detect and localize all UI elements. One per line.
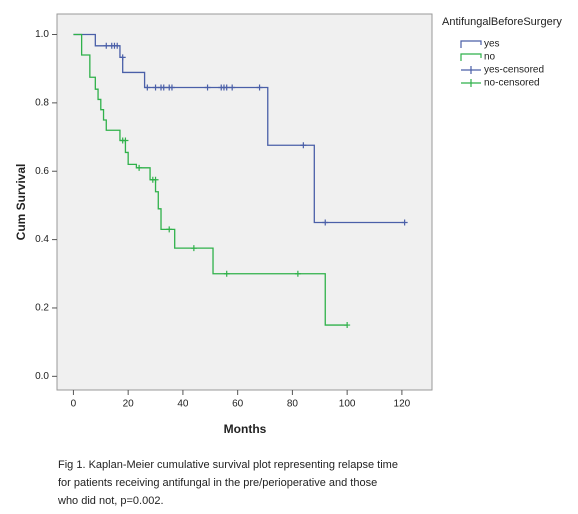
censor-mark (152, 176, 159, 183)
censor-mark (294, 270, 301, 277)
censor-mark (204, 84, 211, 91)
x-tick-label: 60 (232, 399, 244, 410)
x-tick-label: 20 (123, 399, 135, 410)
x-tick-label: 0 (71, 399, 77, 410)
censor-mark (190, 245, 197, 252)
censor-mark (119, 54, 126, 61)
censor-mark (300, 142, 307, 149)
survival-curve (73, 33, 348, 326)
y-tick-label: 0.4 (35, 234, 49, 245)
survival-curve (73, 33, 405, 224)
censor-mark (223, 270, 230, 277)
y-tick-label: 0.6 (35, 166, 49, 177)
censor-mark (114, 42, 121, 49)
y-axis-title: Cum Survival (14, 164, 28, 241)
censor-mark (136, 164, 143, 171)
legend-label: no-censored (484, 78, 540, 89)
legend-icon (461, 66, 481, 74)
censor-mark (166, 226, 173, 233)
censor-mark (229, 84, 236, 91)
censor-mark (168, 84, 175, 91)
caption: who did not, p=0.002. (57, 495, 164, 507)
legend-icon (460, 53, 482, 61)
legend-label: yes-censored (484, 65, 544, 76)
y-tick-label: 0.8 (35, 98, 49, 109)
censor-mark (152, 84, 159, 91)
y-tick-label: 0.0 (35, 371, 49, 382)
censor-mark (160, 84, 167, 91)
censor-mark (122, 137, 129, 144)
legend-icon (461, 79, 481, 87)
censor-mark (144, 84, 151, 91)
legend-label: yes (484, 39, 500, 50)
caption: for patients receiving antifungal in the… (58, 477, 377, 489)
censor-mark (103, 42, 110, 49)
censor-mark (401, 219, 408, 226)
x-tick-label: 120 (394, 399, 411, 410)
x-tick-label: 80 (287, 399, 299, 410)
legend-icon (460, 40, 482, 48)
legend-label: no (484, 52, 496, 63)
legend-title: AntifungalBeforeSurgery (442, 16, 562, 28)
x-axis-title: Months (224, 422, 267, 436)
censor-mark (256, 84, 263, 91)
x-tick-label: 100 (339, 399, 356, 410)
censor-mark (344, 322, 351, 329)
y-tick-label: 0.2 (35, 303, 49, 314)
x-tick-label: 40 (177, 399, 189, 410)
caption: Fig 1. Kaplan-Meier cumulative survival … (58, 459, 398, 471)
plot-area (56, 13, 433, 391)
y-tick-label: 1.0 (35, 29, 49, 40)
censor-mark (223, 84, 230, 91)
censor-mark (322, 219, 329, 226)
